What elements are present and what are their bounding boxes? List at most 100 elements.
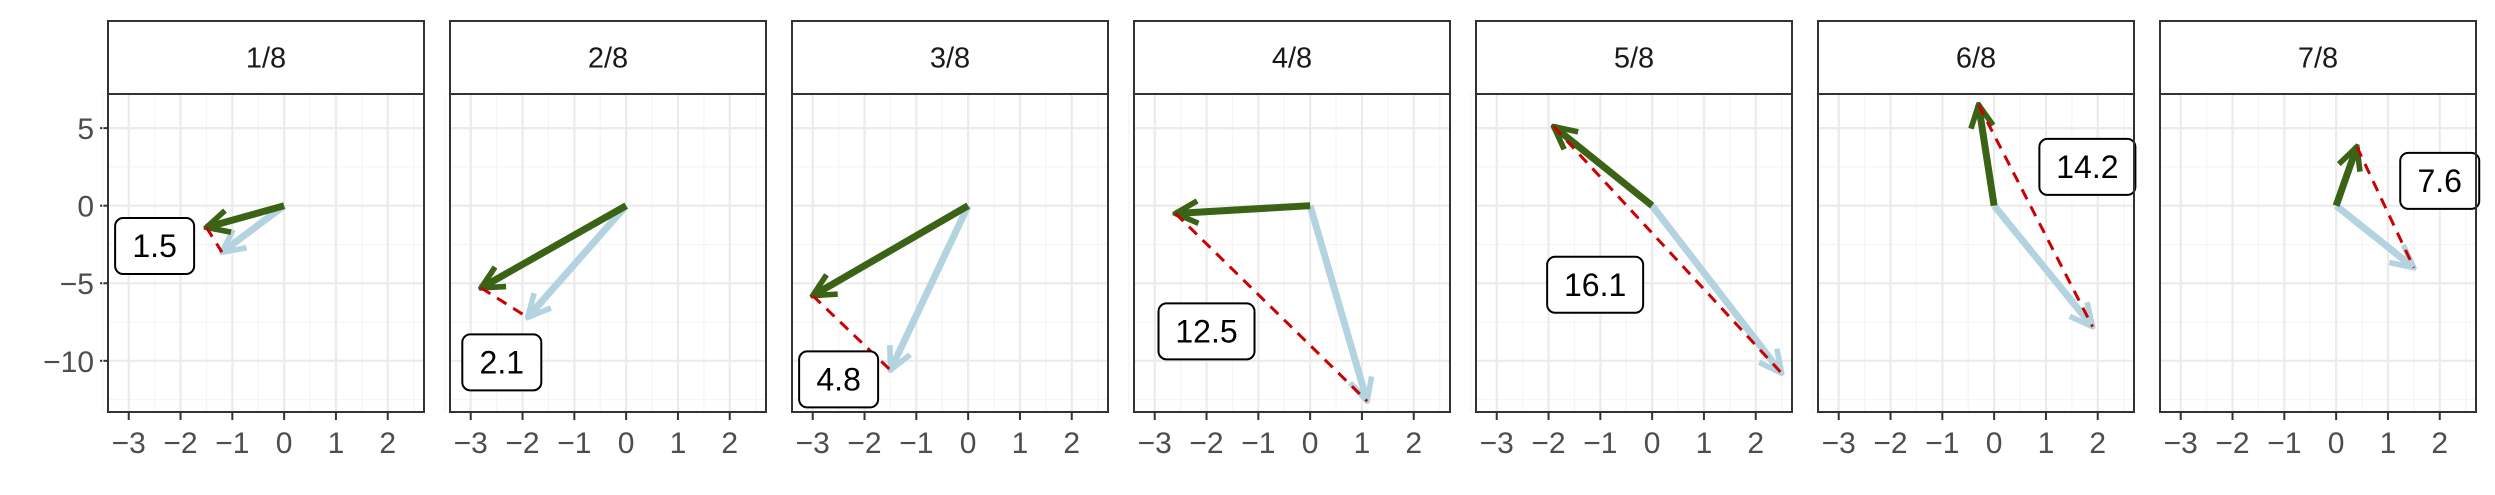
x-tick-label: 0 xyxy=(1986,427,2003,460)
x-tick-label: −1 xyxy=(899,427,933,460)
facet-strip xyxy=(1817,20,2135,95)
blue-vector-arrow xyxy=(890,204,972,370)
x-axis: −3 −2 −1 0 1 2 xyxy=(1138,412,1422,460)
y-axis: 5 0 −5 −10 xyxy=(43,113,108,379)
blue-vector-arrow xyxy=(222,202,287,253)
green-vector-arrow xyxy=(481,202,628,288)
x-tick-label: −3 xyxy=(112,427,146,460)
x-tick-label: −1 xyxy=(1241,427,1275,460)
facet-panel: 5/8 16.1 −3 −2 −1 0 1 2 xyxy=(1470,20,1793,460)
x-tick-label: −3 xyxy=(1138,427,1172,460)
difference-dashed-line xyxy=(1174,212,1369,403)
facet-strip xyxy=(2159,20,2477,95)
plot-background xyxy=(1134,94,1450,412)
blue-vector-arrow xyxy=(528,203,629,318)
x-tick-label: 1 xyxy=(670,427,687,460)
x-tick-label: −1 xyxy=(215,427,249,460)
facet-strip xyxy=(1133,20,1451,95)
distance-label-box xyxy=(1546,255,1645,314)
x-axis: −3 −2 −1 0 1 2 xyxy=(1480,412,1764,460)
facet-title: 1/8 xyxy=(246,43,286,75)
facet-panel: 2/8 2.1 −3 −2 −1 0 1 2 xyxy=(444,20,767,460)
distance-label-box xyxy=(114,217,196,276)
x-tick-label: −3 xyxy=(454,427,488,460)
distance-label-box xyxy=(2038,137,2137,196)
x-tick-label: 2 xyxy=(2089,427,2106,460)
distance-label: 7.6 xyxy=(2417,163,2461,199)
difference-dashed-line xyxy=(205,226,224,254)
x-tick-label: 1 xyxy=(1012,427,1029,460)
x-tick-label: −3 xyxy=(1480,427,1514,460)
panel-border xyxy=(449,93,767,413)
x-tick-label: −1 xyxy=(2267,427,2301,460)
distance-label: 12.5 xyxy=(1175,313,1237,349)
difference-dashed-line xyxy=(1977,104,2094,328)
x-tick-label: 1 xyxy=(2380,427,2397,460)
x-tick-label: 0 xyxy=(960,427,977,460)
facet-panel: 3/8 4.8 −3 −2 −1 0 1 2 xyxy=(786,20,1109,460)
blue-vector-arrow xyxy=(1306,204,1367,401)
x-tick-label: 0 xyxy=(2328,427,2345,460)
grid xyxy=(444,94,766,412)
x-tick-label: 2 xyxy=(1063,427,1080,460)
x-tick-label: 0 xyxy=(1644,427,1661,460)
x-tick-label: −2 xyxy=(1873,427,1907,460)
facet-title: 5/8 xyxy=(1614,43,1654,75)
grid xyxy=(786,94,1108,412)
panel-border xyxy=(2159,93,2477,413)
panel-border xyxy=(1817,93,2135,413)
facet-title: 4/8 xyxy=(1272,43,1312,75)
x-tick-label: −2 xyxy=(1531,427,1565,460)
x-tick-label: −2 xyxy=(163,427,197,460)
facet-title: 3/8 xyxy=(930,43,970,75)
x-tick-label: −3 xyxy=(2164,427,2198,460)
distance-label: 16.1 xyxy=(1564,267,1626,303)
grid xyxy=(2154,94,2476,412)
blue-vector-arrow xyxy=(2333,202,2414,268)
x-axis: −3 −2 −1 0 1 2 xyxy=(112,412,396,460)
x-tick-label: 0 xyxy=(276,427,293,460)
green-vector-arrow xyxy=(2332,147,2357,207)
green-vector-arrow xyxy=(1979,105,1998,207)
distance-label: 2.1 xyxy=(480,344,524,380)
difference-dashed-line xyxy=(480,286,529,319)
x-tick-label: −3 xyxy=(1822,427,1856,460)
green-vector-arrow xyxy=(1554,127,1655,209)
x-tick-label: −1 xyxy=(1583,427,1617,460)
panel-border xyxy=(1475,93,1793,413)
x-tick-label: −2 xyxy=(2215,427,2249,460)
distance-label: 4.8 xyxy=(816,361,860,397)
facet-strip xyxy=(107,20,425,95)
green-vector-arrow xyxy=(1175,206,1311,214)
plot-background xyxy=(2160,94,2476,412)
panel-border xyxy=(1133,93,1451,413)
facet-strip xyxy=(449,20,767,95)
blue-vector-arrow xyxy=(1991,203,2092,327)
x-tick-label: 2 xyxy=(1405,427,1422,460)
distance-label-box xyxy=(2399,151,2481,210)
x-axis: −3 −2 −1 0 1 2 xyxy=(1822,412,2106,460)
x-tick-label: 0 xyxy=(1302,427,1319,460)
x-tick-label: 0 xyxy=(618,427,635,460)
distance-label-box xyxy=(798,350,880,409)
distance-label-box xyxy=(461,333,543,392)
green-vector-arrow xyxy=(813,202,970,296)
x-tick-label: 2 xyxy=(379,427,396,460)
x-tick-label: −3 xyxy=(796,427,830,460)
x-tick-label: −2 xyxy=(847,427,881,460)
y-tick-label: −10 xyxy=(43,346,94,379)
x-tick-label: 1 xyxy=(1696,427,1713,460)
green-vector-arrow xyxy=(206,202,286,228)
panel-border xyxy=(107,93,425,413)
x-tick-label: 1 xyxy=(2038,427,2055,460)
x-tick-label: −2 xyxy=(505,427,539,460)
x-axis: −3 −2 −1 0 1 2 xyxy=(454,412,738,460)
y-tick-label: 5 xyxy=(77,113,94,146)
x-tick-label: 1 xyxy=(1354,427,1371,460)
plot-background xyxy=(1476,94,1792,412)
y-tick-label: −5 xyxy=(60,268,94,301)
x-axis: −3 −2 −1 0 1 2 xyxy=(2164,412,2448,460)
facet-panel: 7/8 7.6 −3 −2 −1 0 1 2 xyxy=(2154,20,2481,460)
facet-title: 7/8 xyxy=(2298,43,2338,75)
